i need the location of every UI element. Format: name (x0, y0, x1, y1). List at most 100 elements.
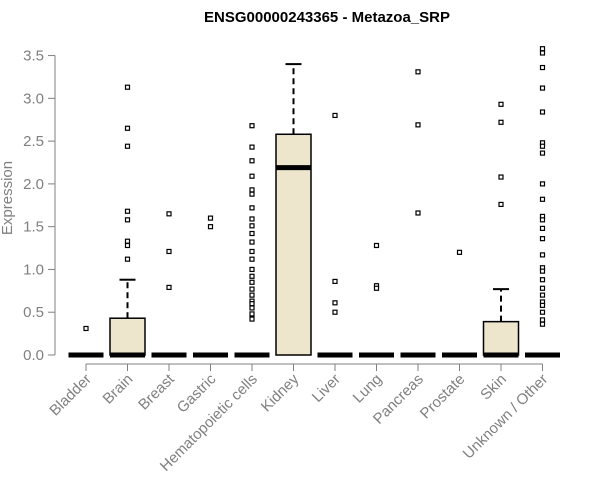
outlier-point (207, 224, 214, 230)
outlier-point (166, 248, 172, 255)
box-group (68, 325, 104, 358)
outlier-point (539, 321, 546, 327)
box-group (482, 101, 520, 358)
outlier-point (373, 242, 380, 249)
outlier-point (124, 125, 131, 131)
outlier-point (539, 285, 546, 291)
outlier-point (539, 85, 546, 91)
y-tick-label: 0.0 (23, 347, 44, 364)
outlier-point (249, 292, 255, 298)
outlier-point (539, 302, 546, 308)
y-axis-label: Expression (0, 161, 16, 235)
y-tick-label: 0.5 (23, 304, 44, 321)
outlier-point (249, 230, 255, 237)
outlier-point (539, 143, 546, 149)
outlier-point (166, 284, 172, 291)
outlier-point (249, 316, 255, 322)
box-group (275, 63, 312, 356)
y-tick-label: 3.0 (23, 90, 44, 107)
box-group (359, 242, 394, 358)
outlier-point (249, 305, 255, 311)
outlier-point (249, 301, 255, 307)
outlier-point (249, 123, 255, 129)
outlier-point (539, 277, 546, 283)
outlier-point (539, 236, 546, 242)
x-tick-label: Liver (309, 371, 344, 406)
outlier-point (249, 173, 255, 179)
outlier-point (415, 69, 421, 75)
outlier-point (539, 64, 546, 71)
outlier-point (539, 317, 546, 323)
outlier-point (249, 286, 255, 292)
outlier-point (249, 256, 255, 262)
box-group (442, 249, 477, 358)
y-tick-label: 2.5 (23, 133, 44, 150)
outlier-point (498, 174, 504, 180)
box-group (193, 215, 228, 358)
outlier-point (249, 144, 255, 150)
outlier-point (124, 143, 131, 149)
x-tick-label: Prostate (417, 371, 469, 423)
outlier-point (415, 210, 421, 216)
outlier-point (249, 239, 255, 245)
outlier-point (249, 205, 255, 211)
outlier-point (249, 248, 255, 255)
outlier-point (332, 112, 338, 119)
outlier-point (249, 311, 255, 317)
outlier-point (539, 109, 546, 115)
y-tick-label: 3.5 (23, 48, 44, 65)
outlier-point (249, 273, 255, 279)
outlier-point (83, 325, 89, 332)
y-axis: 0.0 0.5 1.0 1.5 2.0 2.5 3.0 3.5 (23, 48, 56, 364)
outlier-point (166, 211, 172, 217)
x-tick-label: Skin (477, 371, 510, 404)
outlier-point (124, 208, 131, 214)
box-group (109, 84, 146, 358)
outlier-point (249, 216, 255, 222)
x-tick-label: Kidney (258, 370, 303, 415)
y-tick-label: 1.5 (23, 219, 44, 236)
outlier-point (124, 217, 131, 223)
box-group (400, 69, 436, 358)
outlier-point (249, 158, 255, 164)
outlier-point (124, 256, 131, 262)
outlier-point (415, 122, 421, 128)
outlier-point (539, 196, 546, 202)
outlier-point (207, 215, 214, 221)
outlier-point (498, 101, 504, 107)
outlier-point (332, 309, 338, 315)
x-tick-label: Lung (350, 371, 386, 407)
outlier-point (249, 187, 255, 193)
outlier-point (332, 278, 338, 285)
box (109, 317, 146, 356)
outlier-point (249, 191, 255, 197)
outlier-point (539, 268, 546, 274)
box (275, 133, 312, 356)
box-group (151, 211, 187, 358)
outlier-point (539, 181, 546, 187)
y-tick-label: 1.0 (23, 261, 44, 278)
x-tick-label: Breast (135, 370, 178, 413)
outlier-point (249, 266, 255, 273)
outlier-point (332, 300, 338, 306)
outlier-point (498, 119, 504, 125)
outlier-point (373, 285, 380, 291)
outlier-point (539, 309, 546, 315)
box-group (234, 123, 270, 358)
box-group (525, 46, 560, 358)
outlier-point (539, 217, 546, 223)
x-tick-label: Brain (100, 371, 137, 408)
y-tick-label: 2.0 (23, 176, 44, 193)
outlier-point (539, 225, 546, 231)
outlier-point (539, 50, 546, 56)
chart-title: ENSG00000243365 - Metazoa_SRP (204, 9, 450, 26)
box (482, 320, 520, 356)
outlier-point (124, 238, 131, 244)
outlier-point (539, 46, 546, 52)
outlier-point (539, 150, 546, 156)
plot-area (68, 46, 560, 358)
outlier-point (249, 279, 255, 285)
x-tick-label: Bladder (46, 371, 95, 420)
